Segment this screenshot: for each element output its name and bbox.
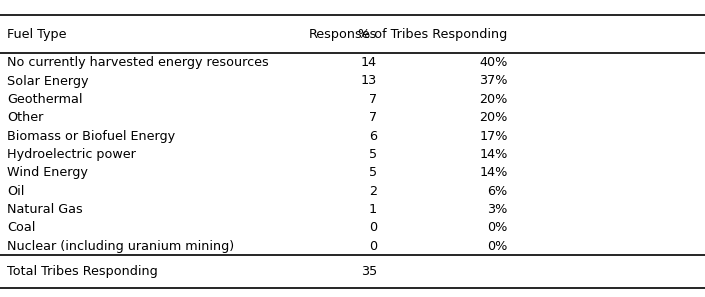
Text: 7: 7 [369, 93, 377, 106]
Text: Wind Energy: Wind Energy [7, 166, 88, 179]
Text: 0%: 0% [487, 240, 508, 253]
Text: Biomass or Biofuel Energy: Biomass or Biofuel Energy [7, 129, 175, 143]
Text: 0%: 0% [487, 221, 508, 234]
Text: 17%: 17% [479, 129, 508, 143]
Text: Natural Gas: Natural Gas [7, 203, 82, 216]
Text: % of Tribes Responding: % of Tribes Responding [358, 28, 508, 41]
Text: 14: 14 [361, 56, 377, 69]
Text: Other: Other [7, 111, 44, 124]
Text: 13: 13 [361, 75, 377, 88]
Text: Coal: Coal [7, 221, 35, 234]
Text: Hydroelectric power: Hydroelectric power [7, 148, 136, 161]
Text: Solar Energy: Solar Energy [7, 75, 89, 88]
Text: 6: 6 [369, 129, 377, 143]
Text: 7: 7 [369, 111, 377, 124]
Text: 3%: 3% [487, 203, 508, 216]
Text: Total Tribes Responding: Total Tribes Responding [7, 265, 158, 278]
Text: Nuclear (including uranium mining): Nuclear (including uranium mining) [7, 240, 234, 253]
Text: 5: 5 [369, 166, 377, 179]
Text: 20%: 20% [479, 111, 508, 124]
Text: 0: 0 [369, 221, 377, 234]
Text: 35: 35 [361, 265, 377, 278]
Text: Fuel Type: Fuel Type [7, 28, 66, 41]
Text: 14%: 14% [479, 148, 508, 161]
Text: 14%: 14% [479, 166, 508, 179]
Text: 5: 5 [369, 148, 377, 161]
Text: Oil: Oil [7, 185, 25, 198]
Text: Geothermal: Geothermal [7, 93, 82, 106]
Text: 40%: 40% [479, 56, 508, 69]
Text: 37%: 37% [479, 75, 508, 88]
Text: 6%: 6% [487, 185, 508, 198]
Text: No currently harvested energy resources: No currently harvested energy resources [7, 56, 269, 69]
Text: 1: 1 [369, 203, 377, 216]
Text: Responses: Responses [309, 28, 377, 41]
Text: 0: 0 [369, 240, 377, 253]
Text: 20%: 20% [479, 93, 508, 106]
Text: 2: 2 [369, 185, 377, 198]
